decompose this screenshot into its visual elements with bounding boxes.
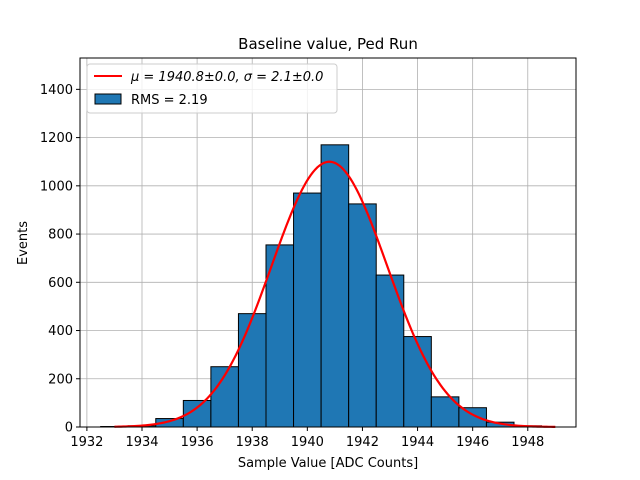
y-tick-label: 200 (48, 372, 73, 387)
legend-fit-mu: μ = 1940.8±0.0, (130, 70, 240, 85)
y-tick-label: 1000 (40, 179, 73, 194)
x-axis-ticks: 1932 1934 1936 1938 1940 1942 1944 1946 1948 (70, 427, 544, 450)
x-tick-label: 1932 (70, 435, 103, 450)
x-tick-label: 1934 (125, 435, 158, 450)
legend-hist-label: RMS = 2.19 (131, 93, 208, 108)
legend-box (86, 63, 338, 114)
x-tick-label: 1948 (511, 435, 544, 450)
y-tick-label: 400 (48, 324, 73, 339)
gaussian-fit (114, 160, 556, 428)
x-tick-label: 1944 (401, 435, 434, 450)
y-tick-label: 1200 (40, 131, 73, 146)
histogram-bar (348, 203, 377, 428)
y-tick-label: 800 (48, 228, 73, 243)
histogram-bar (403, 336, 432, 428)
legend-hist-swatch (94, 93, 122, 105)
y-axis-ticks: 0 200 400 600 800 1000 1200 1400 (40, 83, 80, 436)
histogram-bar (237, 313, 267, 428)
fit-curve (114, 160, 556, 428)
x-tick-label: 1936 (181, 435, 214, 450)
y-axis-label: Events (16, 221, 31, 265)
x-tick-label: 1940 (291, 435, 324, 450)
legend: μ = 1940.8±0.0, σ = 2.1±0.0 RMS = 2.19 (86, 63, 338, 114)
legend-fit-label: μ = 1940.8±0.0, σ = 2.1±0.0 (130, 70, 323, 85)
x-tick-label: 1946 (456, 435, 489, 450)
y-tick-label: 600 (48, 276, 73, 291)
histogram-bar (293, 192, 322, 428)
histogram-bar (320, 144, 350, 428)
plot-frame (79, 57, 577, 428)
x-tick-label: 1938 (236, 435, 269, 450)
y-tick-label: 1400 (40, 83, 73, 98)
chart-title: Baseline value, Ped Run (238, 35, 418, 53)
y-tick-label: 0 (65, 421, 73, 436)
legend-fit-sigma: σ = 2.1±0.0 (244, 70, 324, 85)
histogram-bar (458, 407, 487, 428)
x-axis-label: Sample Value [ADC Counts] (238, 456, 418, 471)
x-tick-label: 1942 (346, 435, 379, 450)
